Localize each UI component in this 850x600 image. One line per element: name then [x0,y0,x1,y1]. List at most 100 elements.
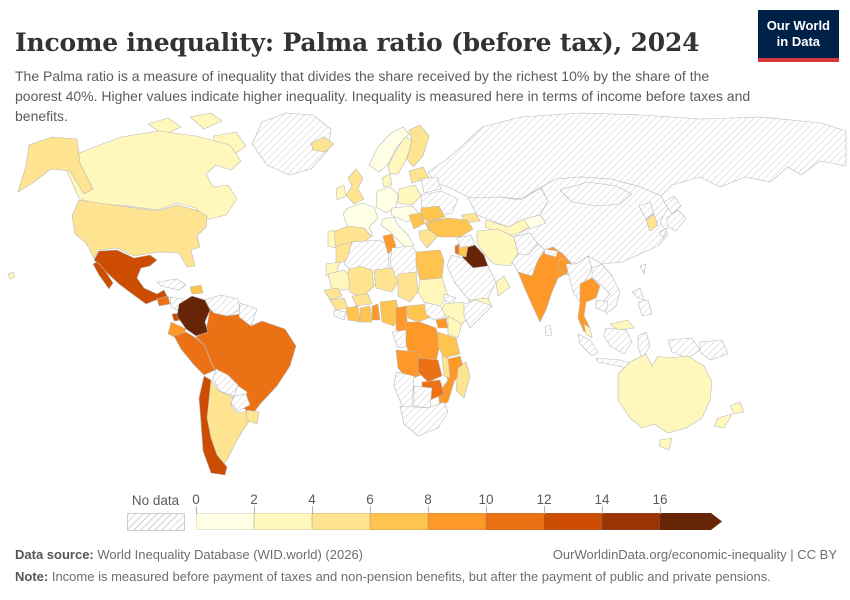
country-venezuela[interactable] [204,294,241,317]
country-egypt[interactable] [415,249,445,281]
country-romania[interactable] [420,205,446,223]
country-papua-new-guinea[interactable] [699,339,729,361]
country-guatemala[interactable] [156,295,171,307]
country-guinea[interactable] [329,297,349,311]
legend-segment-7[interactable] [602,513,660,530]
legend-tick-label-14: 14 [594,492,610,507]
country-madagascar[interactable] [455,361,471,399]
country-thailand[interactable] [577,277,601,333]
country-uruguay[interactable] [245,409,260,425]
legend-segment-0[interactable] [196,513,254,530]
country-namibia[interactable] [393,371,415,409]
country-australia[interactable] [658,437,673,451]
country-new-zealand[interactable] [713,413,733,429]
country-russia[interactable] [427,112,847,204]
country-greenland[interactable] [251,112,332,176]
country-mali[interactable] [347,265,375,299]
country-uk[interactable] [345,168,365,205]
country-finland[interactable] [406,124,430,168]
country-norway[interactable] [368,126,410,173]
country-australia[interactable] [617,353,713,434]
country-usa[interactable] [71,199,208,268]
country-colombia[interactable] [176,295,211,337]
legend-no-data-swatch[interactable] [127,513,185,531]
country-ireland[interactable] [335,184,347,201]
country-south-africa[interactable] [399,401,449,437]
country-togo-benin[interactable] [371,303,381,321]
country-ivory-coast[interactable] [345,305,361,323]
country-cuba[interactable] [156,278,187,291]
country-ghana[interactable] [359,305,373,323]
country-south-sudan[interactable] [423,301,447,321]
country-indonesia[interactable] [603,327,633,355]
country-malaysia[interactable] [583,323,593,339]
country-mexico[interactable] [92,261,114,290]
country-germany[interactable] [375,186,399,214]
legend-segment-6[interactable] [544,513,602,530]
country-niger[interactable] [373,267,399,293]
country-uganda[interactable] [435,317,449,329]
country-philippines[interactable] [631,287,645,301]
legend-segment-2[interactable] [312,513,370,530]
country-alaska[interactable] [17,136,94,195]
country-japan[interactable] [666,209,687,232]
legend-segment-4[interactable] [428,513,486,530]
legend-segment-3[interactable] [370,513,428,530]
country-nepal[interactable] [543,248,559,258]
country-poland[interactable] [397,184,422,206]
country-north-korea[interactable] [638,201,655,220]
country-japan[interactable] [663,195,682,215]
country-turkey[interactable] [428,217,474,238]
country-peru[interactable] [173,331,216,376]
country-sierra-leone-liberia[interactable] [333,309,347,321]
country-tanzania[interactable] [437,331,461,359]
country-chad[interactable] [397,271,419,303]
legend-segment-1[interactable] [254,513,312,530]
country-zambia[interactable] [417,357,443,383]
country-indonesia[interactable] [577,333,599,357]
country-hawaii[interactable] [7,271,16,280]
country-bangladesh[interactable] [557,257,570,276]
country-eritrea[interactable] [443,293,457,305]
country-oman[interactable] [495,275,511,297]
legend-segment-arrow[interactable] [660,513,722,530]
country-iceland[interactable] [310,136,335,153]
country-botswana[interactable] [413,385,433,409]
country-malawi[interactable] [441,355,451,379]
country-denmark[interactable] [381,173,393,188]
country-japan[interactable] [658,227,668,239]
country-senegal[interactable] [323,287,343,301]
country-jordan[interactable] [458,245,469,258]
country-cambodia[interactable] [595,299,609,313]
owid-credit-link[interactable]: OurWorldinData.org/economic-inequality |… [552,547,837,562]
country-taiwan[interactable] [639,263,647,275]
country-israel[interactable] [454,243,460,256]
country-hispaniola[interactable] [189,284,204,295]
country-sri-lanka[interactable] [544,324,553,337]
country-mexico[interactable] [93,249,168,305]
country-indonesia[interactable] [637,331,651,359]
country-kyrgyzstan-tajikistan[interactable] [523,214,547,230]
country-belarus[interactable] [420,176,442,194]
country-south-korea[interactable] [645,213,659,232]
legend-segment-5[interactable] [486,513,544,530]
country-kenya[interactable] [447,315,463,339]
country-philippines[interactable] [637,299,653,317]
country-saudi-arabia[interactable] [446,254,497,301]
country-canada[interactable] [61,130,242,221]
country-sudan[interactable] [417,277,449,307]
country-angola[interactable] [395,349,425,381]
country-indonesia[interactable] [667,337,701,359]
country-arctic-islands[interactable] [189,112,223,130]
data-source-label: Data source: [15,547,94,562]
country-somalia[interactable] [463,299,493,329]
country-mongolia[interactable] [559,181,633,207]
country-malaysia[interactable] [609,319,635,331]
country-iran[interactable] [476,228,519,267]
country-laos-vietnam[interactable] [591,263,621,315]
country-new-zealand[interactable] [729,401,745,415]
country-burkina-faso[interactable] [351,293,373,307]
country-chile[interactable] [198,375,228,476]
country-guyanas[interactable] [238,302,258,327]
